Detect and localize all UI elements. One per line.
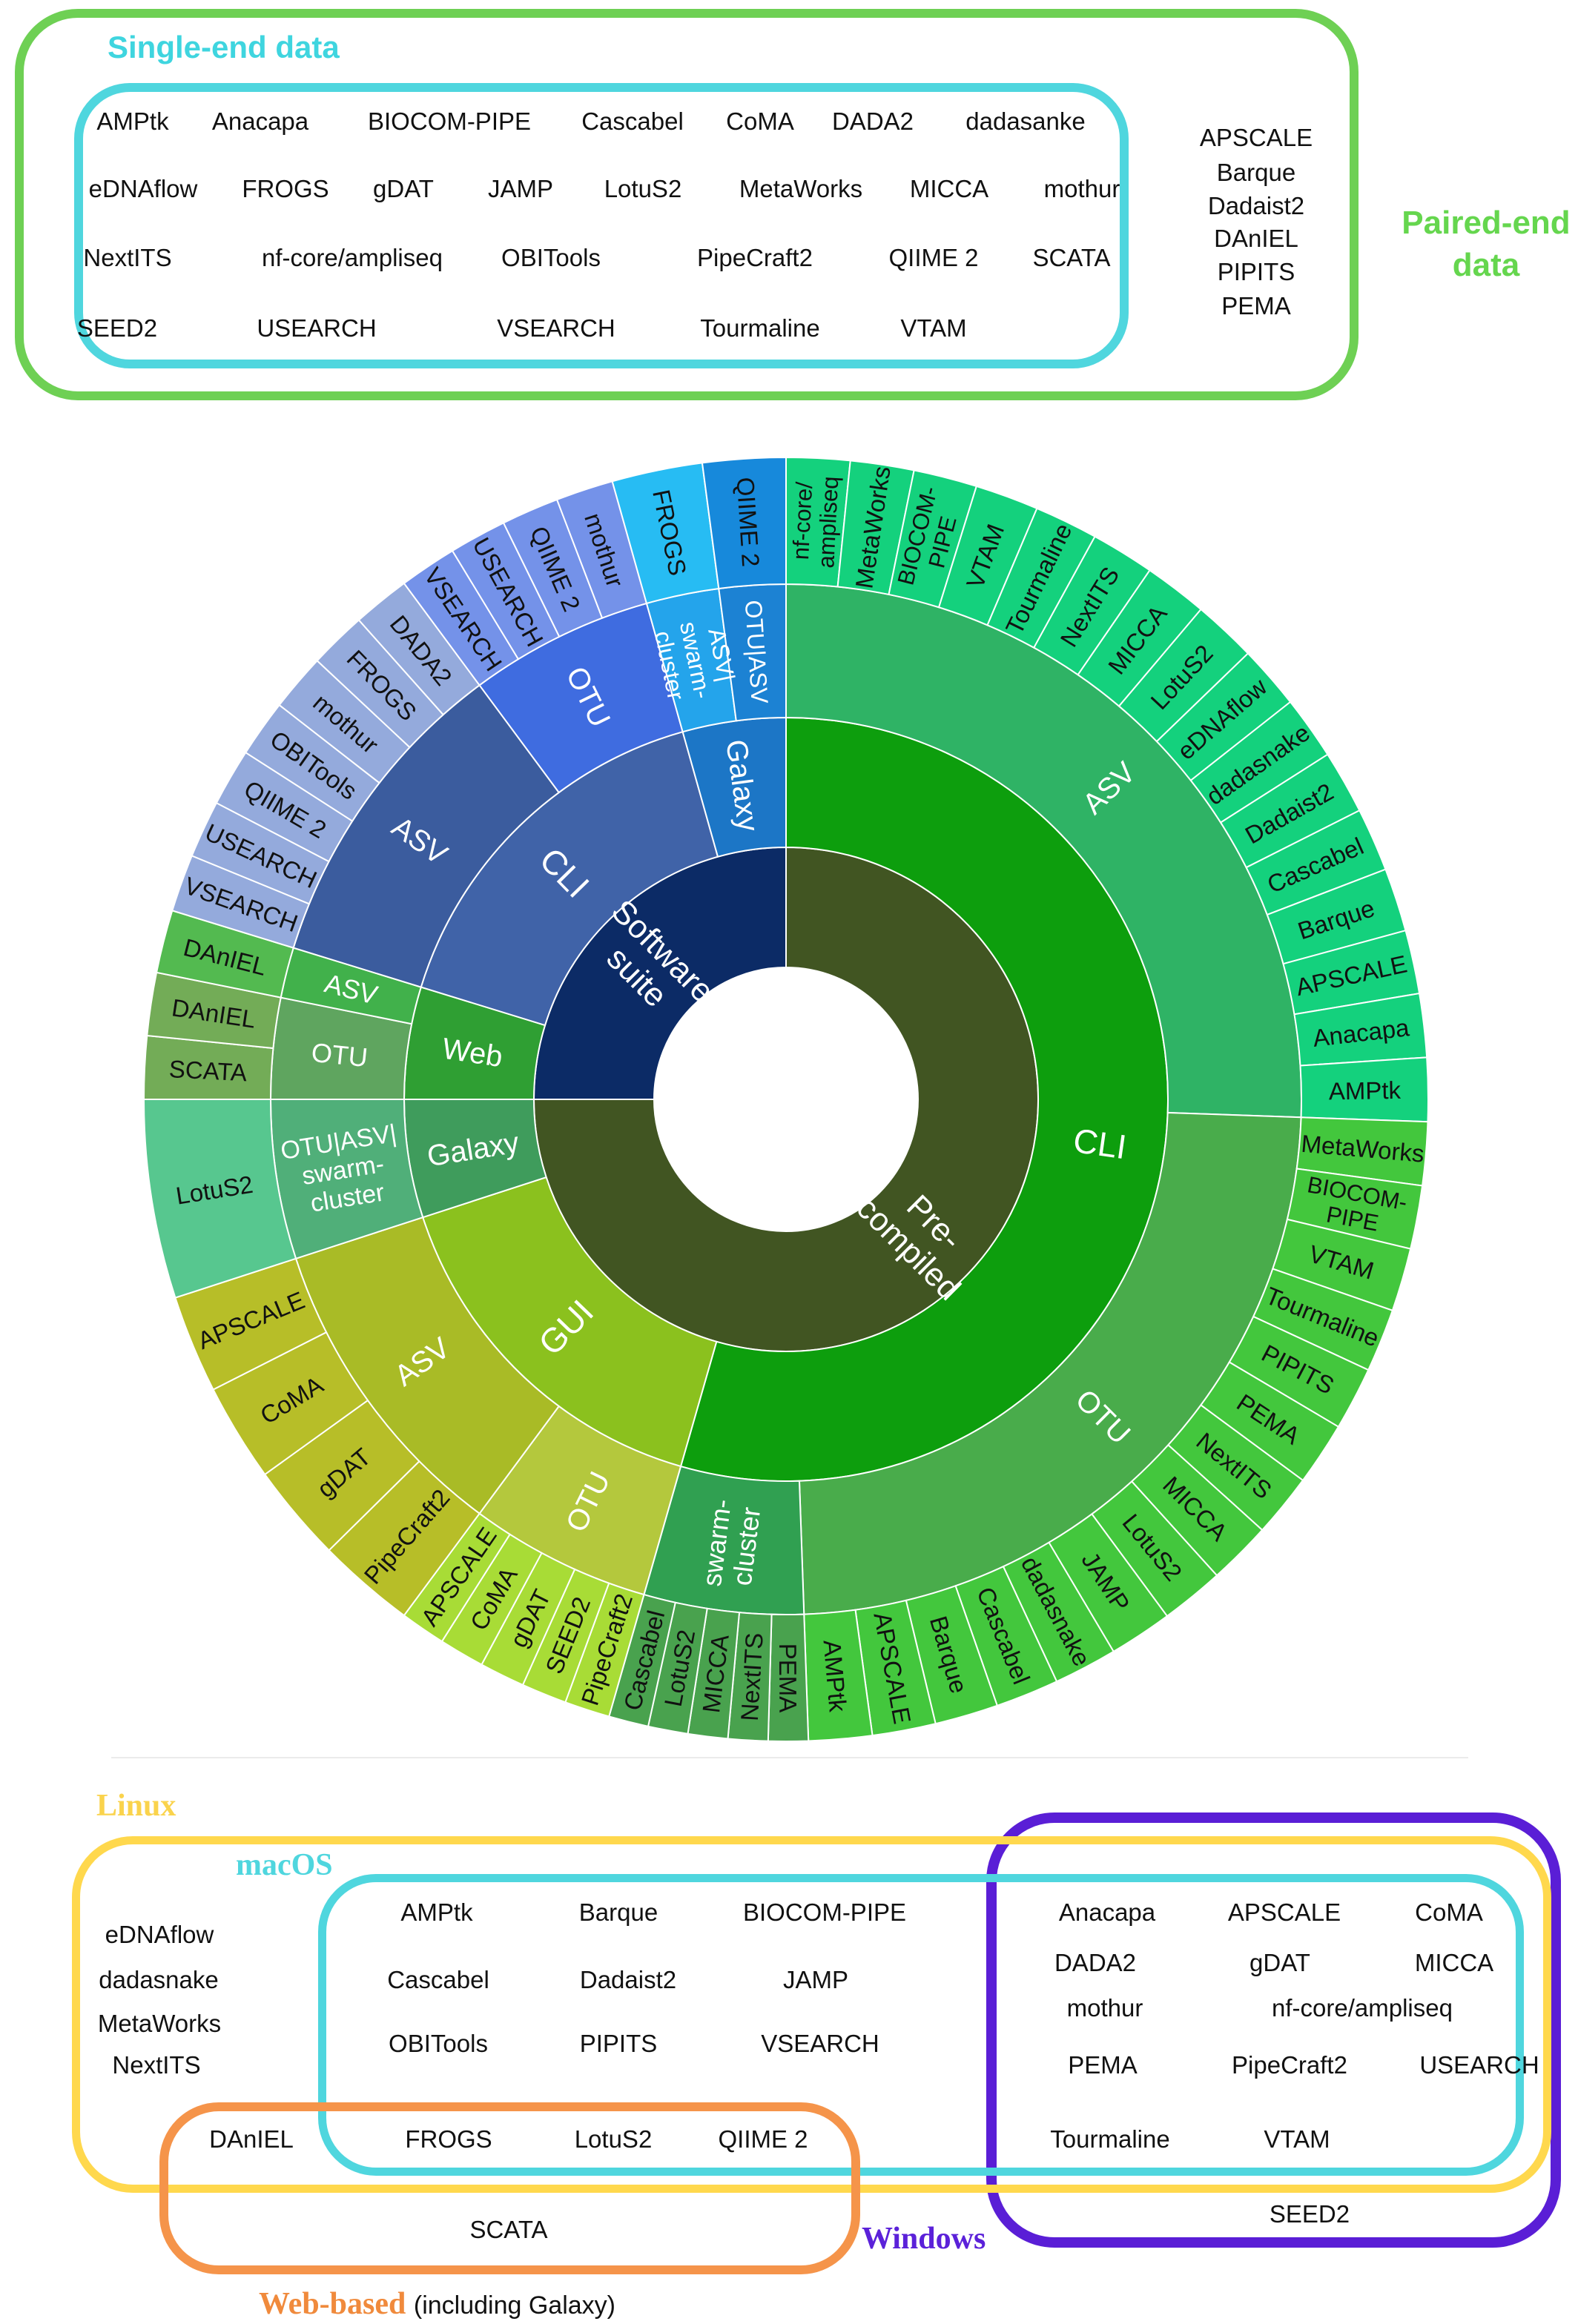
os-win-mac-linux-apscale: APSCALE xyxy=(1227,1898,1341,1926)
os-linux-only-dadasnake: dadasnake xyxy=(99,1966,219,1993)
os-mac-linux-vsearch: VSEARCH xyxy=(761,2030,879,2057)
single-end-tool-micca: MICCA xyxy=(909,175,989,202)
os-win-mac-linux-gdat: gDAT xyxy=(1249,1949,1310,1976)
single-end-tool-pipecraft2: PipeCraft2 xyxy=(697,244,813,271)
single-end-label: Single-end data xyxy=(108,30,340,64)
section-divider xyxy=(111,1757,1468,1758)
single-end-tool-dadasanke: dadasanke xyxy=(965,107,1086,135)
single-end-tool-cascabel: Cascabel xyxy=(581,107,684,135)
single-end-tool-vtam: VTAM xyxy=(900,314,967,342)
single-end-box xyxy=(74,83,1129,368)
sunburst-center-hole xyxy=(655,968,917,1231)
label-pre-compiled-cli: CLI xyxy=(1071,1121,1129,1166)
label-tool-amptk: AMPtk xyxy=(1329,1076,1402,1105)
single-end-tool-dada2: DADA2 xyxy=(831,107,914,135)
single-end-tool-vsearch: VSEARCH xyxy=(497,314,615,342)
single-end-tool-anacapa: Anacapa xyxy=(211,107,309,135)
single-end-tool-nf-core-ampliseq: nf-core/ampliseq xyxy=(262,244,443,271)
os-web-mac-linux-frogs: FROGS xyxy=(405,2125,492,2153)
os-mac-linux-dadaist2: Dadaist2 xyxy=(579,1966,677,1993)
single-end-tool-mothur: mothur xyxy=(1043,175,1120,202)
label-pre-compiled-cli-swarm-cluster: swarm-cluster xyxy=(696,1497,767,1592)
paired-end-tool-pema: PEMA xyxy=(1221,292,1291,320)
os-win-mac-linux-pema: PEMA xyxy=(1068,2051,1138,2079)
os-mac-linux-barque: Barque xyxy=(578,1898,658,1926)
os-linux-only-metaworks: MetaWorks xyxy=(97,2010,222,2037)
single-end-tool-nextits: NextITS xyxy=(83,244,172,271)
single-end-tool-biocom-pipe: BIOCOM-PIPE xyxy=(367,107,532,135)
windows-box xyxy=(986,1812,1561,2248)
label-tool-nextits: NextITS xyxy=(736,1632,768,1722)
os-web-linux-daniel: DAnIEL xyxy=(209,2125,294,2153)
windows-label: Windows xyxy=(862,2222,986,2256)
linux-label: Linux xyxy=(96,1789,176,1823)
single-end-tool-scata: SCATA xyxy=(1032,244,1111,271)
os-mac-linux-biocom-pipe: BIOCOM-PIPE xyxy=(742,1898,907,1926)
paired-end-tool-dadaist2: Dadaist2 xyxy=(1207,192,1305,219)
paired-end-tool-barque: Barque xyxy=(1216,159,1296,186)
os-windows-only-seed2: SEED2 xyxy=(1269,2200,1350,2228)
os-win-mac-linux-anacapa: Anacapa xyxy=(1058,1898,1156,1926)
single-end-tool-usearch: USEARCH xyxy=(257,314,377,342)
os-win-mac-linux-tourmaline: Tourmaline xyxy=(1050,2125,1170,2153)
os-win-mac-linux-usearch: USEARCH xyxy=(1419,2051,1539,2079)
macos-box xyxy=(318,1874,1524,2176)
single-end-tool-frogs: FROGS xyxy=(242,175,329,202)
paired-end-tool-pipits: PIPITS xyxy=(1217,258,1295,285)
label-tool-amptk: AMPtk xyxy=(819,1639,852,1713)
paired-end-tool-apscale: APSCALE xyxy=(1199,124,1313,151)
os-win-mac-linux-coma: CoMA xyxy=(1415,1898,1483,1926)
single-end-tool-seed2: SEED2 xyxy=(76,314,158,342)
single-end-tool-coma: CoMA xyxy=(726,107,794,135)
segment-tool-qiime-2 xyxy=(701,456,787,590)
label-tool-qiime-2: QIIME 2 xyxy=(732,477,765,568)
label-tool-pema: PEMA xyxy=(774,1643,802,1713)
paired-end-label-line2: data xyxy=(1452,247,1520,283)
single-end-tool-amptk: AMPtk xyxy=(96,107,169,135)
os-mac-linux-cascabel: Cascabel xyxy=(387,1966,489,1993)
os-mac-linux-jamp: JAMP xyxy=(782,1966,849,1993)
label-tool-scata: SCATA xyxy=(168,1055,248,1086)
single-end-tool-obitools: OBITools xyxy=(501,244,601,271)
linux-box xyxy=(72,1836,1551,2193)
single-end-tool-lotus2: LotuS2 xyxy=(604,175,682,202)
os-mac-linux-amptk: AMPtk xyxy=(400,1898,473,1926)
os-win-mac-linux-mothur: mothur xyxy=(1066,1994,1143,2022)
webbased-note: (including Galaxy) xyxy=(413,2291,615,2320)
os-web-only-scata: SCATA xyxy=(469,2216,548,2243)
single-end-tool-gdat: gDAT xyxy=(373,175,434,202)
label-software-suite-web-otu: OTU xyxy=(310,1037,369,1073)
single-end-tool-jamp: JAMP xyxy=(487,175,554,202)
webbased-label-text: Web-based xyxy=(259,2287,406,2321)
os-win-mac-linux-micca: MICCA xyxy=(1414,1949,1494,1976)
os-win-mac-linux-vtam: VTAM xyxy=(1264,2125,1330,2153)
os-win-mac-linux-nf-core-ampliseq: nf-core/ampliseq xyxy=(1272,1994,1453,2022)
os-web-mac-linux-lotus2: LotuS2 xyxy=(574,2125,653,2153)
single-end-tool-qiime-2: QIIME 2 xyxy=(888,244,979,271)
macos-label: macOS xyxy=(236,1848,333,1882)
os-linux-only-ednaflow: eDNAflow xyxy=(105,1921,214,1948)
os-mac-linux-obitools: OBITools xyxy=(389,2030,488,2057)
os-win-mac-linux-pipecraft2: PipeCraft2 xyxy=(1232,2051,1347,2079)
single-end-tool-ednaflow: eDNAflow xyxy=(88,175,198,202)
label-software-suite-galaxy-asv-swarm-cluster: ASV|swarm-cluster xyxy=(649,614,743,706)
os-web-mac-linux-qiime-2: QIIME 2 xyxy=(718,2125,808,2153)
os-linux-only-nextits: NextITS xyxy=(112,2051,201,2079)
label-tool-nf-core-ampliseq: nf-core/ampliseq xyxy=(787,474,843,569)
paired-end-tool-daniel: DAnIEL xyxy=(1214,225,1298,252)
paired-end-label-line1: Paired-end xyxy=(1402,205,1571,241)
paired-end-box xyxy=(15,9,1359,400)
webbased-label: Web-based (including Galaxy) xyxy=(259,2286,615,2322)
os-mac-linux-pipits: PIPITS xyxy=(579,2030,658,2057)
os-win-mac-linux-dada2: DADA2 xyxy=(1054,1949,1137,1976)
paired-end-label: Paired-end data xyxy=(1393,202,1578,286)
single-end-tool-metaworks: MetaWorks xyxy=(739,175,863,202)
single-end-tool-tourmaline: Tourmaline xyxy=(700,314,820,342)
